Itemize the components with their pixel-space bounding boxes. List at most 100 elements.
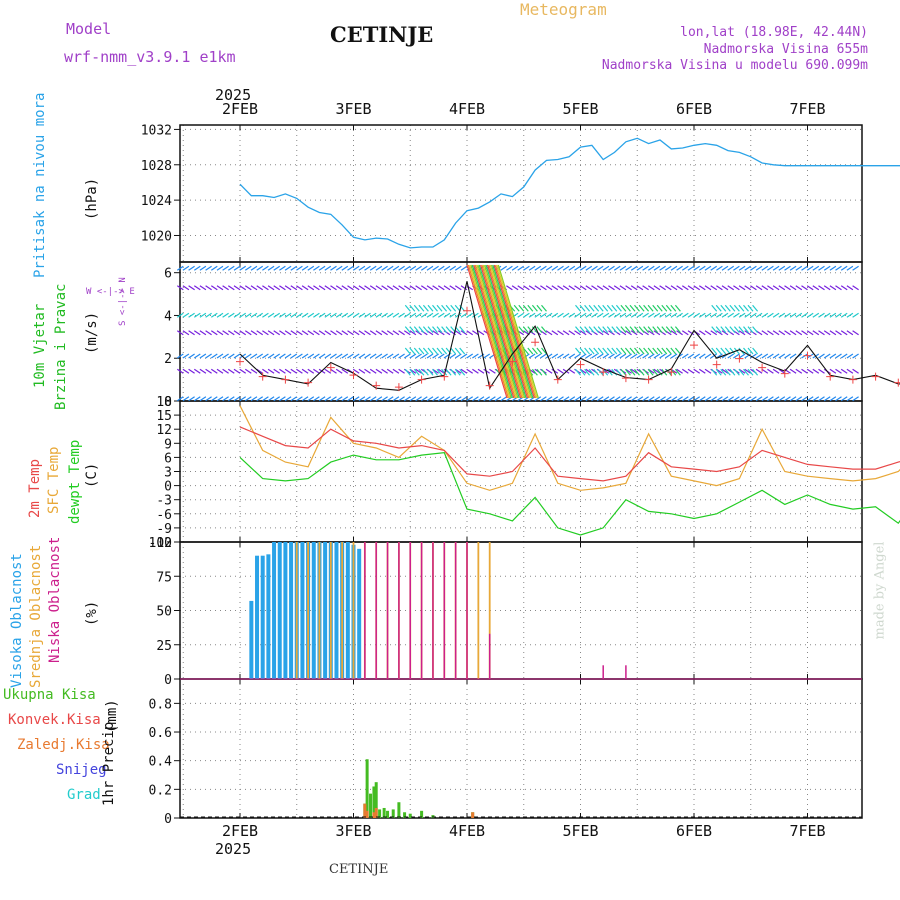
cloud-bar: [307, 542, 309, 679]
footer-title: CETINJE: [329, 862, 389, 877]
y-tick-label: 50: [156, 605, 172, 620]
y-tick-label: 1032: [141, 123, 172, 138]
wind-barb-row: [176, 396, 859, 402]
wind-gust-mark: [599, 368, 608, 377]
dewpt-line: [239, 452, 900, 536]
y-tick-label: 1024: [141, 194, 172, 209]
cloud-bar: [283, 542, 288, 679]
year-bottom-label: 2025: [215, 840, 252, 858]
x-tick-label-top: 7FEB: [789, 100, 825, 118]
wind-burst: [711, 304, 759, 376]
wind-storm-barb: [478, 264, 520, 399]
wind-barb-row: [176, 312, 859, 318]
wind-gust-mark: [621, 374, 630, 383]
cloud-bar: [266, 554, 271, 679]
x-tick-label-bottom: 3FEB: [335, 822, 371, 840]
precip-bar: [382, 807, 386, 818]
wind-storm-barb: [470, 264, 512, 399]
precip-bar: [408, 813, 412, 818]
wind-storm-barb: [467, 264, 509, 399]
wind-gust-mark: [394, 383, 403, 392]
y-tick-label: -9: [156, 522, 172, 537]
y-tick-label: 1020: [141, 229, 172, 244]
cloud-bar: [249, 600, 254, 679]
wind-gust-mark: [826, 372, 835, 381]
snow-label: Snijeg: [56, 762, 107, 778]
wind-gust-mark: [258, 372, 267, 381]
wind-gust-mark: [735, 354, 744, 363]
y-tick-label: -6: [156, 508, 172, 523]
wind-gust-mark: [644, 375, 653, 384]
cloud-bar: [300, 542, 305, 679]
model-name: wrf-nmm_v3.9.1 e1km: [64, 48, 236, 66]
cloud-bar: [323, 542, 328, 679]
cloud-bar: [357, 548, 362, 679]
y-tick-label: 0: [164, 812, 172, 827]
wind-gust-mark: [803, 351, 812, 360]
cloud-bar: [364, 542, 366, 679]
sfc-temp-line: [239, 405, 900, 491]
cloud-bar: [272, 542, 277, 679]
precip-bar: [386, 810, 390, 818]
wind-gust-mark: [780, 369, 789, 378]
wind-burst: [404, 304, 466, 376]
total-precip-label: Ukupna Kisa: [3, 687, 96, 703]
cloud-bar: [420, 542, 423, 679]
wind-gust-mark: [349, 371, 358, 380]
wind-gust-mark: [236, 357, 244, 366]
wind-gust-mark: [485, 381, 494, 390]
precip-bar: [363, 803, 367, 818]
cloud-bar: [432, 542, 434, 679]
precip-bar: [374, 782, 378, 818]
panel-frame-precip: [179, 678, 863, 819]
wind-gust-mark: [553, 375, 562, 384]
wind-storm-barb: [485, 264, 527, 399]
y-tick-label: 4: [164, 309, 172, 324]
panel-frame-pressure: [179, 124, 863, 263]
lonlat-label: lon,lat (18.98E, 42.44N): [680, 25, 868, 40]
temp2m-line: [239, 426, 900, 482]
cloud-bar: [295, 542, 298, 679]
wind-gust-mark: [712, 360, 721, 369]
y-tick-label: 1028: [141, 159, 172, 174]
wind-storm-barb: [466, 264, 508, 399]
pressure-line: [239, 137, 900, 249]
hail-label: Grad: [67, 787, 101, 803]
cloud-bar: [345, 542, 350, 679]
wind-storm-barb: [497, 264, 539, 399]
x-tick-label-top: 3FEB: [335, 100, 371, 118]
precip-bar: [471, 812, 475, 818]
wind-gust-mark: [758, 363, 767, 372]
y-tick-label: 6: [164, 267, 172, 282]
wind-compass-we: W <-|-> E: [86, 287, 135, 297]
x-tick-label-bottom: 5FEB: [562, 822, 598, 840]
year-top-label: 2025: [215, 86, 252, 104]
wind-storm-barb: [473, 264, 515, 399]
cloud-bar: [488, 633, 491, 679]
cloud-bar: [334, 542, 339, 679]
y-tick-label: -3: [156, 494, 172, 509]
wind-storm-barb: [492, 264, 534, 399]
cloud-bar: [477, 542, 480, 679]
wind-gust-mark: [894, 378, 900, 387]
wind-speed-line: [239, 281, 900, 391]
cloud-bar: [318, 542, 321, 679]
y-tick-label: 0.2: [149, 783, 172, 798]
wind-storm-barb: [490, 264, 533, 399]
page-title: CETINJE: [330, 22, 434, 47]
wind-barb-row: [176, 353, 859, 359]
wind-gust-mark: [281, 375, 290, 384]
altitude-label: Nadmorska Visina 655m: [703, 42, 868, 57]
x-tick-label-top: 5FEB: [562, 100, 598, 118]
wind-storm-barb: [475, 264, 518, 399]
wind-barb-row: [176, 330, 859, 336]
wind-gust-mark: [576, 360, 585, 369]
cloud-bar: [375, 542, 377, 679]
wind-gust-mark: [667, 368, 676, 377]
wind-storm-barb: [482, 264, 524, 399]
precip-bar: [365, 759, 369, 818]
y-tick-label: 0: [164, 395, 172, 410]
wind-barb-row: [176, 285, 859, 291]
precip-bar: [420, 810, 424, 818]
